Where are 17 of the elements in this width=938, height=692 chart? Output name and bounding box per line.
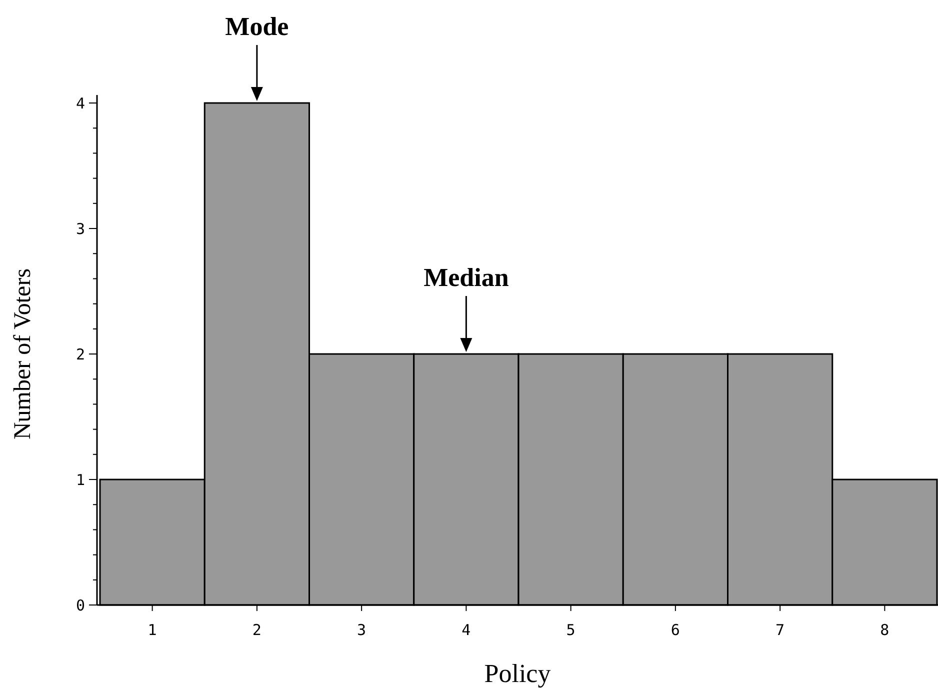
y-tick-label: 0 bbox=[76, 596, 85, 614]
x-tick-label: 8 bbox=[880, 621, 890, 639]
y-tick-label: 4 bbox=[76, 94, 85, 112]
x-tick-label: 5 bbox=[566, 621, 576, 639]
y-tick-label: 1 bbox=[76, 470, 85, 489]
annotation: Mode bbox=[225, 12, 289, 41]
x-tick-label: 6 bbox=[670, 621, 680, 639]
y-tick-label: 3 bbox=[76, 220, 85, 238]
y-axis-title: Number of Voters bbox=[10, 268, 36, 440]
x-tick-label: 1 bbox=[148, 621, 157, 639]
x-axis-title: Policy bbox=[484, 659, 551, 688]
x-tick-label: 2 bbox=[252, 621, 262, 639]
annotation: Median bbox=[424, 263, 510, 292]
x-tick-label: 3 bbox=[357, 621, 366, 639]
y-tick-label: 2 bbox=[76, 345, 85, 364]
x-tick-label: 4 bbox=[462, 621, 471, 639]
x-tick-label: 7 bbox=[776, 621, 785, 639]
